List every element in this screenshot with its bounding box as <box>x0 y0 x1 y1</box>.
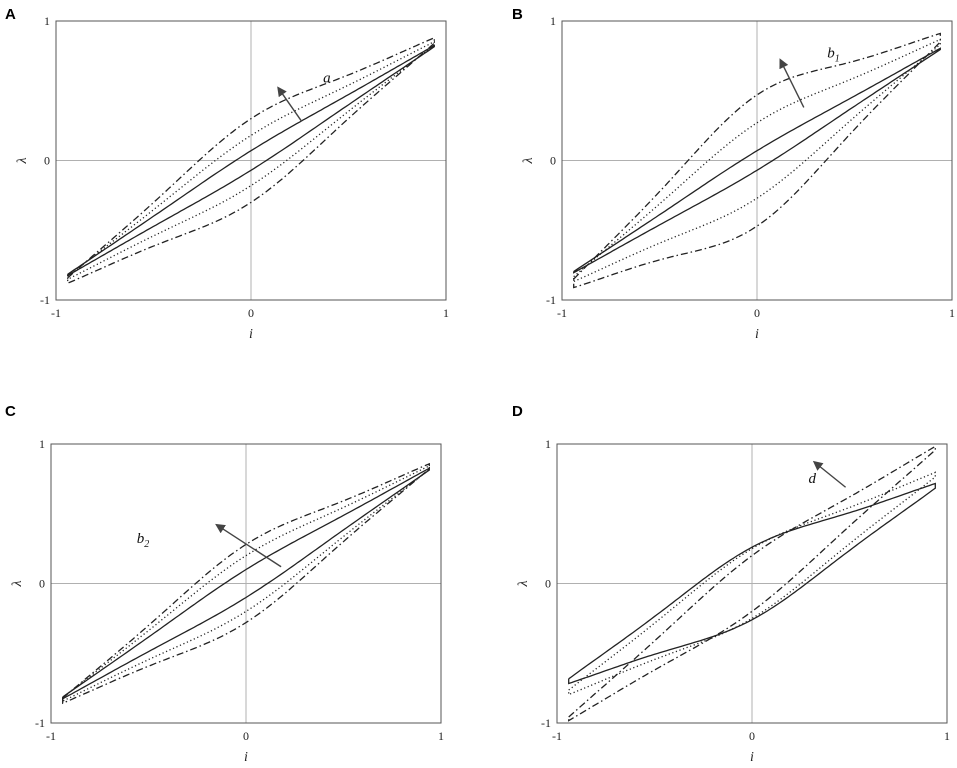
y-axis-label: λ <box>15 157 30 164</box>
x-axis-label: i <box>244 750 248 765</box>
y-tick-label: -1 <box>541 716 551 730</box>
hysteresis-loop-dotted <box>67 40 435 281</box>
y-axis-label: λ <box>521 157 536 164</box>
panel-label: B <box>512 6 523 23</box>
x-tick-label: 0 <box>248 306 254 320</box>
y-tick-label: 0 <box>44 154 50 168</box>
x-tick-label: -1 <box>51 306 61 320</box>
annotation-arrow <box>779 58 805 108</box>
y-tick-label: 1 <box>545 437 551 451</box>
y-axis-label: λ <box>516 580 531 587</box>
annotation-arrow <box>277 86 303 122</box>
annotation-label: b1 <box>827 45 840 64</box>
hysteresis-loop-dashdot <box>573 32 941 289</box>
x-tick-label: -1 <box>552 729 562 743</box>
y-tick-label: 0 <box>39 577 45 591</box>
chart-panel-b: B -1 0 1 1 0 -1 i λ b1 <box>512 6 955 342</box>
x-tick-label: -1 <box>557 306 567 320</box>
hysteresis-loop-solid <box>573 47 941 274</box>
chart-panel-d: D -1 0 1 1 0 -1 i λ d <box>512 403 950 765</box>
hysteresis-loop-solid <box>62 467 430 700</box>
hysteresis-loop-solid <box>67 44 435 277</box>
y-tick-label: -1 <box>40 293 50 307</box>
x-tick-label: 0 <box>754 306 760 320</box>
x-axis-label: i <box>750 750 754 765</box>
y-tick-label: 1 <box>39 437 45 451</box>
annotation-label: d <box>809 471 817 487</box>
chart-panel-a: A -1 0 1 1 0 -1 i λ a <box>5 6 449 342</box>
y-tick-label: 1 <box>44 14 50 28</box>
hysteresis-loop-dashdot <box>67 36 435 285</box>
axes-frame <box>561 20 953 301</box>
x-tick-label: 0 <box>749 729 755 743</box>
y-tick-label: -1 <box>546 293 556 307</box>
y-tick-label: 0 <box>550 154 556 168</box>
axes-frame <box>55 20 447 301</box>
annotation-arrow <box>215 523 282 568</box>
x-tick-label: -1 <box>46 729 56 743</box>
x-axis-label: i <box>249 327 253 342</box>
panel-label: C <box>5 403 16 420</box>
x-tick-label: 1 <box>944 729 950 743</box>
x-axis-label: i <box>755 327 759 342</box>
panel-label: D <box>512 403 523 420</box>
hysteresis-loop-dashdot <box>568 445 936 722</box>
annotation-label: b2 <box>137 531 150 550</box>
x-tick-label: 0 <box>243 729 249 743</box>
y-tick-label: 0 <box>545 577 551 591</box>
annotation-arrow <box>812 460 847 488</box>
axes-frame <box>50 443 442 724</box>
y-axis-label: λ <box>10 580 25 587</box>
y-tick-label: 1 <box>550 14 556 28</box>
panel-label: A <box>5 6 16 23</box>
hysteresis-loop-solid <box>568 482 936 685</box>
hysteresis-loop-dashdot <box>62 462 430 705</box>
x-tick-label: 1 <box>949 306 955 320</box>
annotation-label: a <box>323 70 331 86</box>
x-tick-label: 1 <box>443 306 449 320</box>
x-tick-label: 1 <box>438 729 444 743</box>
axes-frame <box>556 443 948 724</box>
y-tick-label: -1 <box>35 716 45 730</box>
chart-panel-c: C -1 0 1 1 0 -1 i λ b2 <box>5 403 444 765</box>
